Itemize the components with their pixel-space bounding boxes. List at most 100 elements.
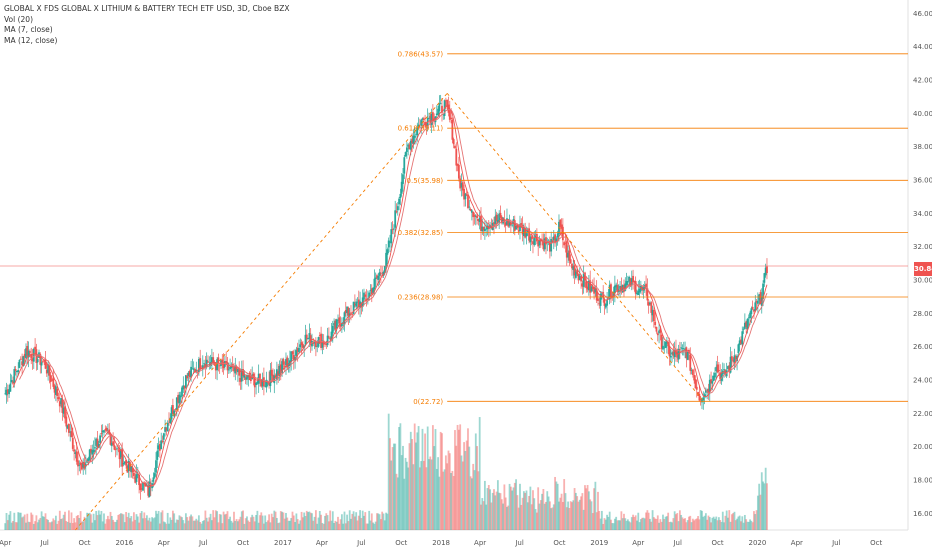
volume-bar <box>629 522 632 530</box>
candle-body <box>577 273 580 281</box>
candle-body <box>613 285 616 293</box>
x-tick-label: Oct <box>870 539 882 547</box>
candle-body <box>543 238 546 250</box>
candle-body <box>399 193 402 199</box>
candle-body <box>455 148 458 166</box>
volume-bar <box>706 519 709 530</box>
candle-body <box>461 182 464 191</box>
volume-bar <box>551 507 554 530</box>
volume-bar <box>416 432 419 530</box>
candle-body <box>649 302 651 305</box>
candle-body <box>51 379 53 381</box>
candle-body <box>97 443 100 448</box>
volume-bar <box>688 516 690 530</box>
volume-bar <box>690 522 693 530</box>
y-tick-label: 44.00 <box>913 43 932 51</box>
volume-bar <box>253 521 256 530</box>
x-tick-label: Apr <box>474 539 486 547</box>
volume-bar <box>21 517 23 530</box>
volume-bar <box>405 461 408 530</box>
volume-bar <box>86 512 88 530</box>
volume-bar <box>521 497 524 530</box>
volume-bar <box>591 513 594 530</box>
volume-bar <box>467 428 469 530</box>
candle-body <box>39 354 42 365</box>
volume-bar <box>493 489 495 530</box>
volume-bar <box>612 523 615 530</box>
volume-bar <box>170 519 173 530</box>
volume-bar <box>567 501 569 530</box>
candle-body <box>6 389 9 394</box>
candle-body <box>482 226 485 231</box>
volume-bar <box>101 521 104 530</box>
candle-body <box>64 406 66 419</box>
volume-bar <box>576 496 579 530</box>
indicator-ma12[interactable]: MA (12, close) <box>4 35 58 45</box>
volume-bar <box>259 515 261 530</box>
candle-body <box>563 242 566 246</box>
volume-bar <box>75 515 78 530</box>
volume-bar <box>582 509 585 530</box>
volume-bar <box>454 430 456 530</box>
indicator-volume[interactable]: Vol (20) <box>4 14 34 24</box>
candle-body <box>70 431 73 438</box>
volume-bar <box>79 511 82 530</box>
candle-body <box>117 449 120 451</box>
candle-body <box>222 362 225 369</box>
volume-bar <box>26 513 29 530</box>
candle-body <box>416 127 419 136</box>
volume-bar <box>585 488 588 530</box>
candle-body <box>551 240 554 243</box>
candle-body <box>90 448 92 453</box>
candle-body <box>477 219 480 221</box>
candle-body <box>32 348 35 362</box>
candle-body <box>205 359 208 367</box>
candle-body <box>295 350 298 356</box>
volume-bar <box>539 500 542 530</box>
candle-body <box>693 374 696 381</box>
candle-body <box>338 317 341 324</box>
candle-body <box>12 381 14 384</box>
volume-bar <box>104 523 107 530</box>
volume-bar <box>578 499 581 530</box>
volume-bar <box>720 521 723 530</box>
x-tick-label: Jul <box>514 539 524 547</box>
candle-body <box>690 370 693 371</box>
candle-body <box>357 299 360 308</box>
candle-body <box>600 293 603 295</box>
volume-bar <box>639 519 642 530</box>
volume-bar <box>382 513 385 530</box>
volume-bar <box>222 511 225 530</box>
indicator-ma7[interactable]: MA (7, close) <box>4 25 53 34</box>
chart-legend: GLOBAL X FDS GLOBAL X LITHIUM & BATTERY … <box>4 4 289 46</box>
candle-body <box>537 241 540 247</box>
volume-bar <box>604 519 607 530</box>
candle-body <box>269 370 272 387</box>
candle-body <box>52 378 55 387</box>
volume-bar <box>390 460 393 530</box>
candle-body <box>190 366 192 378</box>
volume-bar <box>331 511 334 530</box>
candle-body <box>71 437 74 449</box>
volume-bar <box>381 511 384 530</box>
volume-bar <box>379 519 382 530</box>
volume-bar <box>491 492 494 530</box>
candle-body <box>260 380 263 387</box>
volume-bar <box>665 516 668 530</box>
symbol-title[interactable]: GLOBAL X FDS GLOBAL X LITHIUM & BATTERY … <box>4 4 290 13</box>
candle-body <box>233 367 235 372</box>
volume-bar <box>210 520 213 530</box>
volume-bar <box>695 518 698 530</box>
candle-body <box>710 379 712 384</box>
candle-body <box>57 397 60 400</box>
volume-bar <box>203 520 205 530</box>
volume-bar <box>686 520 689 530</box>
candle-body <box>650 302 653 313</box>
volume-bar <box>274 511 277 530</box>
candle-body <box>331 325 334 334</box>
volume-bar <box>49 522 52 530</box>
candle-body <box>652 309 655 322</box>
volume-bar <box>43 516 46 530</box>
